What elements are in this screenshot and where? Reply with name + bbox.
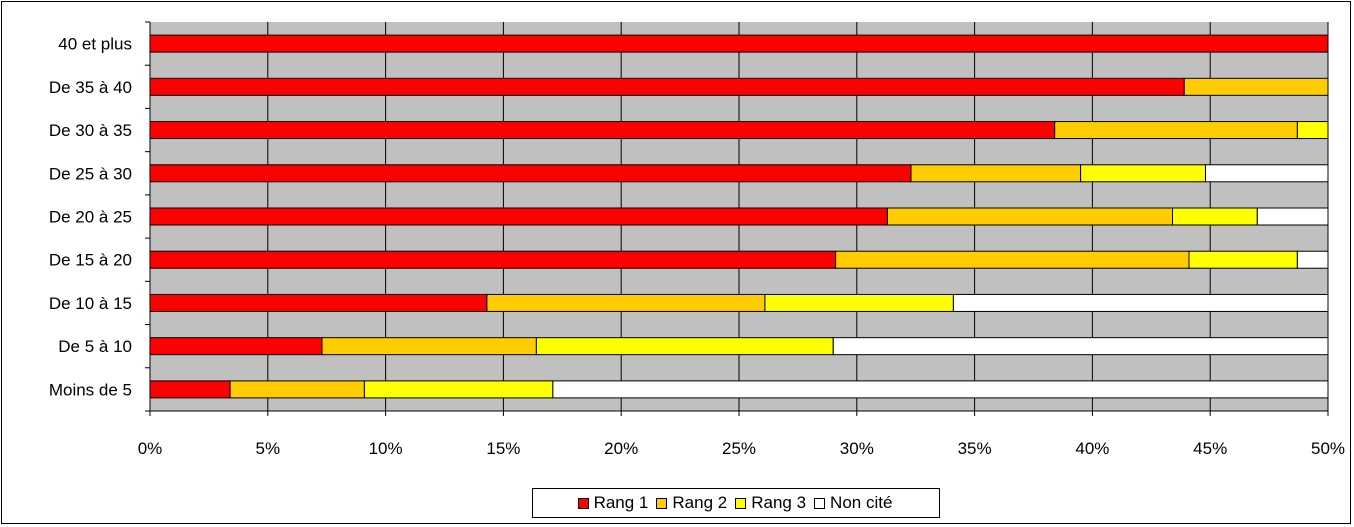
bar-1-6 xyxy=(149,250,837,269)
x-tick-label: 30% xyxy=(840,439,874,458)
bar-1-2 xyxy=(149,77,1185,96)
x-tick-label: 0% xyxy=(138,439,163,458)
category-label: Moins de 5 xyxy=(49,380,132,399)
bar-4-6 xyxy=(1296,250,1329,269)
bar-2-9 xyxy=(229,380,365,399)
bar-1-3 xyxy=(149,121,1056,140)
legend-label: Rang 3 xyxy=(751,493,807,512)
x-tick-label: 10% xyxy=(369,439,403,458)
category-label: De 15 à 20 xyxy=(49,251,132,270)
legend-label: Rang 1 xyxy=(593,493,649,512)
x-tick-label: 50% xyxy=(1311,439,1345,458)
x-tick-label: 15% xyxy=(486,439,520,458)
bar-1-8 xyxy=(149,337,323,356)
bar-3-3 xyxy=(1296,121,1329,140)
x-tick-label: 25% xyxy=(722,439,756,458)
bar-3-4 xyxy=(1080,164,1206,183)
legend-item-1: Rang 1 xyxy=(577,493,649,513)
x-tick-label: 45% xyxy=(1193,439,1227,458)
category-label: De 20 à 25 xyxy=(49,208,132,227)
category-label: De 10 à 15 xyxy=(49,294,132,313)
bar-3-9 xyxy=(363,380,554,399)
bar-2-5 xyxy=(886,207,1174,226)
bar-2-6 xyxy=(835,250,1190,269)
bar-4-7 xyxy=(952,293,1329,312)
bar-2-2 xyxy=(1183,77,1329,96)
bar-2-7 xyxy=(486,293,766,312)
legend-swatch xyxy=(814,497,826,509)
category-label: 40 et plus xyxy=(58,35,132,54)
bar-3-6 xyxy=(1188,250,1298,269)
bar-4-9 xyxy=(552,380,1329,399)
legend-swatch xyxy=(735,497,747,509)
category-label: De 5 à 10 xyxy=(58,337,132,356)
x-tick-label: 20% xyxy=(604,439,638,458)
bar-1-9 xyxy=(149,380,231,399)
category-label: De 35 à 40 xyxy=(49,78,132,97)
category-label: De 25 à 30 xyxy=(49,164,132,183)
legend-item-2: Rang 2 xyxy=(656,493,727,513)
bar-2-3 xyxy=(1054,121,1298,140)
x-tick-label: 35% xyxy=(958,439,992,458)
bar-2-4 xyxy=(910,164,1082,183)
x-tick-label: 40% xyxy=(1075,439,1109,458)
chart-legend: Rang 1 Rang 2 Rang 3 Non cité xyxy=(532,488,940,518)
bar-1-1 xyxy=(149,34,1329,53)
legend-label: Rang 2 xyxy=(672,493,728,512)
bar-2-8 xyxy=(321,337,537,356)
bar-1-4 xyxy=(149,164,912,183)
legend-swatch xyxy=(656,497,668,509)
bar-3-7 xyxy=(764,293,954,312)
category-label: De 30 à 35 xyxy=(49,121,132,140)
bar-3-8 xyxy=(535,337,834,356)
legend-label: Non cité xyxy=(830,493,893,512)
legend-swatch xyxy=(577,497,589,509)
legend-item-4: Non cité xyxy=(814,493,892,513)
bar-4-4 xyxy=(1204,164,1329,183)
legend-item-3: Rang 3 xyxy=(735,493,806,513)
bar-1-7 xyxy=(149,293,488,312)
bar-1-5 xyxy=(149,207,888,226)
bar-3-5 xyxy=(1172,207,1258,226)
x-tick-label: 5% xyxy=(256,439,281,458)
bar-4-5 xyxy=(1256,207,1329,226)
bar-4-8 xyxy=(832,337,1329,356)
